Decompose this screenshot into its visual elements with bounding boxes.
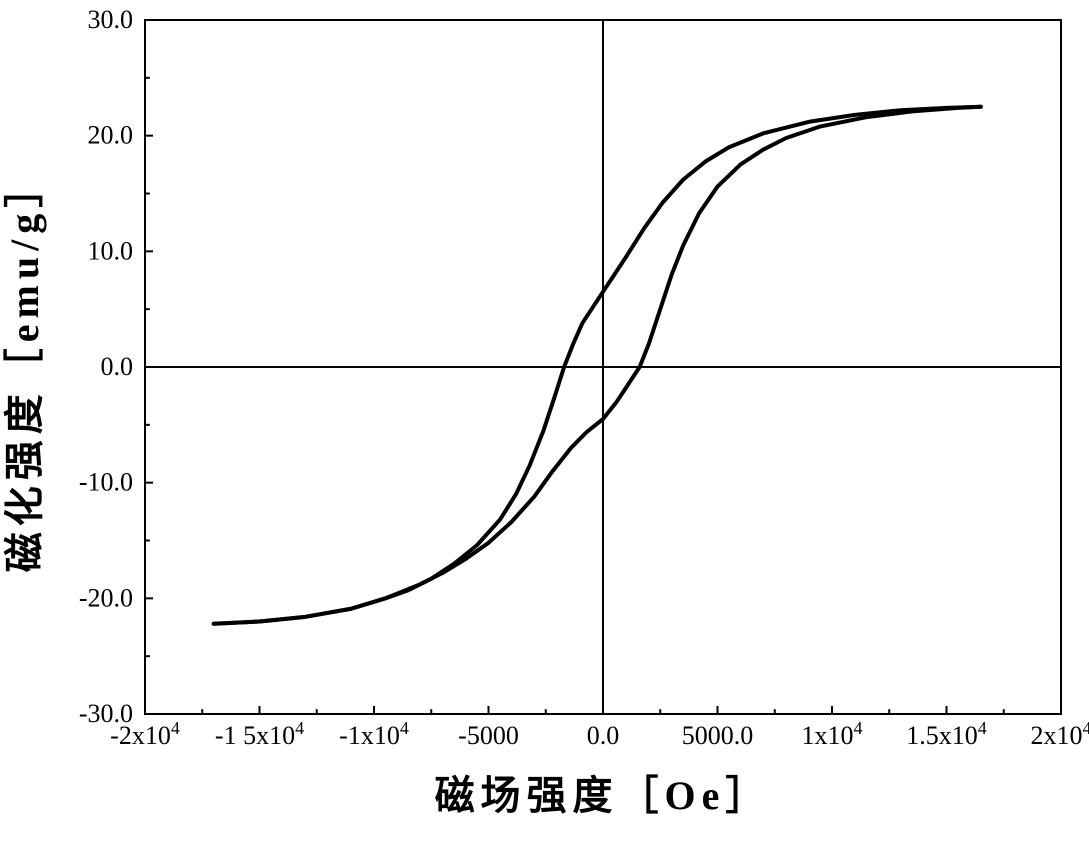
chart-svg: -2x104-1 5x104-1x104-50000.05000.01x1041… (0, 0, 1089, 864)
x-tick-label: 1x104 (802, 718, 863, 750)
hysteresis-curve-lower (214, 107, 981, 624)
x-tick-label: 2x104 (1031, 718, 1089, 750)
y-axis-title: 磁化强度［emu/g］ (2, 162, 47, 572)
y-tick-label: 30.0 (88, 5, 134, 34)
y-tick-label: 20.0 (88, 121, 134, 150)
y-tick-label: 10.0 (88, 236, 134, 265)
y-tick-label: -10.0 (79, 468, 133, 497)
y-tick-label: -30.0 (79, 699, 133, 728)
x-tick-label: 5000.0 (682, 721, 754, 750)
x-tick-label: 0.0 (587, 721, 620, 750)
y-tick-label: 0.0 (101, 352, 134, 381)
y-tick-label: -20.0 (79, 583, 133, 612)
hysteresis-chart: -2x104-1 5x104-1x104-50000.05000.01x1041… (0, 0, 1089, 864)
x-tick-label: -5000 (458, 721, 519, 750)
x-tick-label: -1x104 (339, 718, 409, 750)
x-tick-label: 1.5x104 (906, 718, 987, 750)
x-tick-label: -1 5x104 (215, 718, 304, 750)
x-axis-title: 磁场强度［Oe］ (435, 773, 772, 818)
hysteresis-curve-upper (214, 107, 981, 624)
